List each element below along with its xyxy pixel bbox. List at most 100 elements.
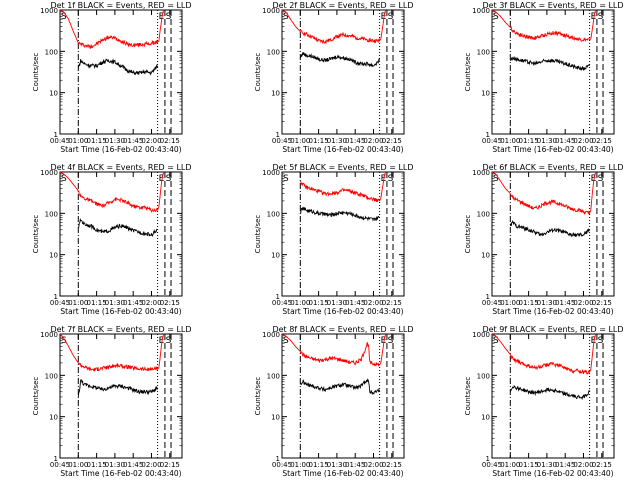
x-tick-label: 01:30 <box>105 137 125 145</box>
y-tick-label: 10 <box>481 90 490 98</box>
marker-label-e: E <box>591 12 597 22</box>
plot-frame <box>59 171 183 297</box>
x-tick-label: 01:30 <box>105 299 125 307</box>
events-series-line <box>299 52 381 68</box>
x-tick-label: 00:45 <box>272 461 292 469</box>
x-tick-label: 00:45 <box>50 461 70 469</box>
y-tick-label: 1 <box>54 131 58 139</box>
y-axis-label: Counts/sec <box>32 53 40 92</box>
x-tick-label: 02:00 <box>141 299 161 307</box>
panel-4: Det 4f BLACK = Events, RED = LLD 1 10 100 10… <box>32 163 192 316</box>
marker-label-s: S <box>283 336 289 346</box>
x-tick-label: 01:45 <box>123 461 143 469</box>
marker-label-s: S <box>493 336 499 346</box>
x-tick-label: 01:15 <box>519 299 539 307</box>
x-tick-label: 02:15 <box>160 461 180 469</box>
panel-8: Det 8f BLACK = Events, RED = LLD 1 10 100 10… <box>254 325 414 478</box>
lld-series-line <box>60 334 165 372</box>
x-tick-label: 01:00 <box>68 461 88 469</box>
x-tick-label: 00:45 <box>272 299 292 307</box>
x-axis-label: Start Time (16-Feb-02 00:43:40) <box>492 469 613 478</box>
y-tick-label: 10 <box>271 252 280 260</box>
events-series-line <box>299 378 381 396</box>
panel-title: Det 7f BLACK = Events, RED = LLD <box>50 325 191 334</box>
events-series-line <box>77 58 159 76</box>
y-tick-label: 1 <box>486 131 490 139</box>
x-tick-label: 02:00 <box>573 137 593 145</box>
y-tick-label: 100 <box>477 210 490 218</box>
x-axis-label: Start Time (16-Feb-02 00:43:40) <box>492 145 613 154</box>
y-tick-label: 10 <box>49 90 58 98</box>
x-tick-label: 02:15 <box>382 299 402 307</box>
x-tick-label: 02:00 <box>363 461 383 469</box>
x-tick-label: 01:30 <box>327 137 347 145</box>
lld-series-line <box>282 10 387 45</box>
panel-title: Det 5f BLACK = Events, RED = LLD <box>272 163 413 172</box>
x-tick-label: 01:30 <box>105 461 125 469</box>
panel-title: Det 6f BLACK = Events, RED = LLD <box>482 163 623 172</box>
marker-label-s2: S <box>166 12 172 22</box>
lld-series-line <box>492 334 597 375</box>
marker-label-s2: S <box>598 12 604 22</box>
x-tick-label: 01:00 <box>290 137 310 145</box>
x-tick-label: 01:45 <box>555 299 575 307</box>
x-tick-label: 00:45 <box>482 299 502 307</box>
y-tick-label: 1000 <box>40 331 58 339</box>
x-tick-label: 01:45 <box>123 137 143 145</box>
x-tick-label: 01:00 <box>500 461 520 469</box>
y-tick-label: 1000 <box>472 331 490 339</box>
y-axis-label: Counts/sec <box>464 215 472 254</box>
x-tick-label: 01:30 <box>327 461 347 469</box>
x-tick-label: 01:00 <box>68 299 88 307</box>
x-tick-label: 01:45 <box>555 137 575 145</box>
lld-series-line <box>282 334 387 367</box>
panel-6: Det 6f BLACK = Events, RED = LLD 1 10 100 10… <box>464 163 624 316</box>
marker-label-e: E <box>381 336 387 346</box>
plot-frame <box>491 333 615 459</box>
lld-series-line <box>492 10 597 42</box>
events-series-line <box>509 384 591 401</box>
y-tick-label: 1000 <box>472 7 490 15</box>
y-tick-label: 1 <box>54 455 58 463</box>
panel-7: Det 7f BLACK = Events, RED = LLD 1 10 100 10… <box>32 325 192 478</box>
x-tick-label: 01:15 <box>87 299 107 307</box>
x-tick-label: 02:15 <box>160 137 180 145</box>
x-tick-label: 02:15 <box>592 137 612 145</box>
x-tick-label: 00:45 <box>50 299 70 307</box>
x-tick-label: 02:15 <box>382 137 402 145</box>
lld-series-line <box>60 10 165 50</box>
x-tick-label: 01:00 <box>68 137 88 145</box>
x-tick-label: 00:45 <box>50 137 70 145</box>
x-tick-label: 00:45 <box>482 461 502 469</box>
x-tick-label: 02:00 <box>141 461 161 469</box>
marker-label-s2: S <box>388 174 394 184</box>
x-tick-label: 01:00 <box>500 299 520 307</box>
marker-label-s: S <box>283 174 289 184</box>
y-tick-label: 100 <box>45 48 58 56</box>
y-tick-label: 1000 <box>262 7 280 15</box>
panel-1: Det 1f BLACK = Events, RED = LLD 1 10 100 10… <box>32 1 192 154</box>
y-tick-label: 1 <box>486 455 490 463</box>
panel-title: Det 8f BLACK = Events, RED = LLD <box>272 325 413 334</box>
plot-frame <box>491 9 615 135</box>
marker-label-s2: S <box>388 336 394 346</box>
panel-title: Det 4f BLACK = Events, RED = LLD <box>50 163 191 172</box>
y-tick-label: 100 <box>267 210 280 218</box>
x-tick-label: 01:45 <box>555 461 575 469</box>
marker-label-s2: S <box>166 336 172 346</box>
y-axis-label: Counts/sec <box>32 377 40 416</box>
panel-9: Det 9f BLACK = Events, RED = LLD 1 10 100 10… <box>464 325 624 478</box>
panel-title: Det 2f BLACK = Events, RED = LLD <box>272 1 413 10</box>
marker-label-e: E <box>159 12 165 22</box>
x-tick-label: 02:00 <box>573 461 593 469</box>
marker-label-e: E <box>159 174 165 184</box>
y-axis-label: Counts/sec <box>254 215 262 254</box>
y-axis-label: Counts/sec <box>254 53 262 92</box>
marker-label-s: S <box>283 12 289 22</box>
x-tick-label: 01:15 <box>309 137 329 145</box>
y-tick-label: 100 <box>45 210 58 218</box>
x-axis-label: Start Time (16-Feb-02 00:43:40) <box>60 307 181 316</box>
y-axis-label: Counts/sec <box>464 53 472 92</box>
